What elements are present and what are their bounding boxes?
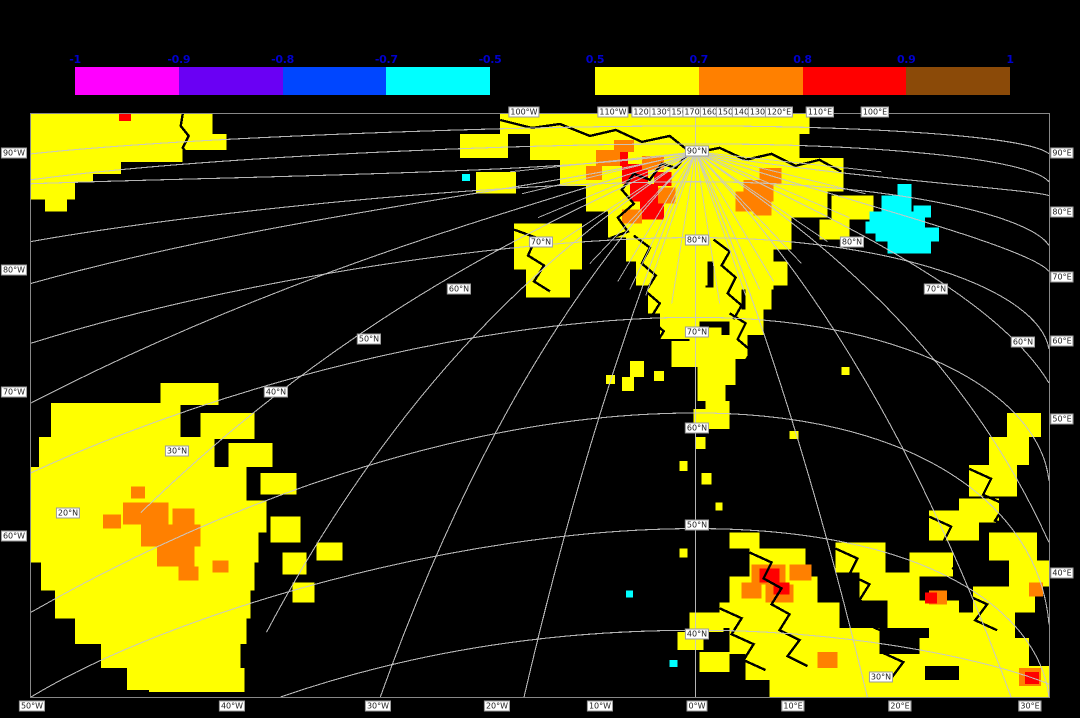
- map-plot-area: 90°N 80°N 70°N 60°N 50°N 40°N 70°N 60°N 50°N 40°N…: [30, 113, 1050, 698]
- colorbar-negative: -1 -0.9 -0.8 -0.7 -0.5: [69, 53, 502, 95]
- cbar-pos-tick-0: 0.5: [585, 53, 605, 66]
- graticule-label: 40°W: [218, 700, 246, 712]
- cbar-pos-tick-2: 0.8: [793, 53, 812, 66]
- cbar-neg-tick-3: -0.7: [374, 53, 398, 66]
- cbar-pos-swatch-brown: [906, 67, 1010, 95]
- graticule-label: 20°W: [483, 700, 511, 712]
- graticule-label: 60°W: [0, 530, 28, 542]
- raster-region-north-america-hot: [118, 114, 131, 121]
- graticule-label: 20°E: [888, 700, 912, 712]
- cbar-pos-swatch-orange: [698, 67, 803, 95]
- colorbar-negative-swatches: [75, 67, 490, 95]
- cbar-pos-tick-1: 0.7: [689, 53, 709, 66]
- cbar-neg-tick-4: -0.5: [478, 53, 502, 66]
- graticule-label: 70°W: [0, 386, 28, 398]
- graticule-label: 60°E: [1050, 335, 1074, 347]
- cbar-neg-tick-2: -0.8: [271, 53, 294, 66]
- cbar-pos-tick-4: 1: [1006, 53, 1014, 66]
- cbar-pos-swatch-yellow: [595, 67, 699, 95]
- colorbar-positive: 0.5 0.7 0.8 0.9 1: [586, 53, 1014, 95]
- cbar-neg-swatch-blue: [282, 67, 387, 95]
- cbar-neg-swatch-magenta: [75, 67, 179, 95]
- graticule-label: 0°W: [686, 700, 708, 712]
- graticule-label: 80°W: [0, 264, 28, 276]
- cbar-neg-swatch-violet: [178, 67, 283, 95]
- graticule-label: 30°E: [1018, 700, 1042, 712]
- graticule-meridians: [31, 114, 1049, 697]
- graticule-label: 70°E: [1050, 271, 1074, 283]
- graticule-label: 10°W: [586, 700, 614, 712]
- graticule-parallels: [31, 125, 1049, 697]
- cbar-pos-swatch-red: [802, 67, 907, 95]
- raster-region-siberia-cyan: [865, 183, 940, 254]
- graticule-label: 90°E: [1050, 147, 1074, 159]
- raster-region-europe-mediterranean: [677, 412, 1049, 697]
- graticule-label: 30°W: [364, 700, 392, 712]
- graticule-label: 50°W: [18, 700, 46, 712]
- graticule-label: 80°E: [1050, 206, 1074, 218]
- raster-region-north-atlantic-hot: [102, 486, 229, 581]
- coastline-layer: [179, 114, 1018, 679]
- cbar-neg-swatch-cyan: [386, 67, 490, 95]
- graticule-label: 40°E: [1050, 567, 1074, 579]
- raster-region-north-atlantic: [31, 383, 343, 693]
- colorbar-positive-ticks: 0.5 0.7 0.8 0.9 1: [586, 53, 1014, 67]
- map-canvas: [31, 114, 1049, 697]
- cbar-neg-tick-1: -0.9: [167, 53, 191, 66]
- graticule-polar-fan: [510, 151, 882, 304]
- cbar-pos-tick-3: 0.9: [896, 53, 916, 66]
- colorbar-negative-ticks: -1 -0.9 -0.8 -0.7 -0.5: [69, 53, 502, 67]
- colorbar-positive-swatches: [595, 67, 1010, 95]
- cbar-neg-tick-0: -1: [69, 53, 81, 66]
- graticule-label: 90°W: [0, 147, 28, 159]
- graticule-label: 10°E: [781, 700, 805, 712]
- raster-cells-cyan-scattered: [462, 173, 678, 668]
- graticule-label: 50°E: [1050, 413, 1074, 425]
- data-raster-layer: [31, 114, 1049, 697]
